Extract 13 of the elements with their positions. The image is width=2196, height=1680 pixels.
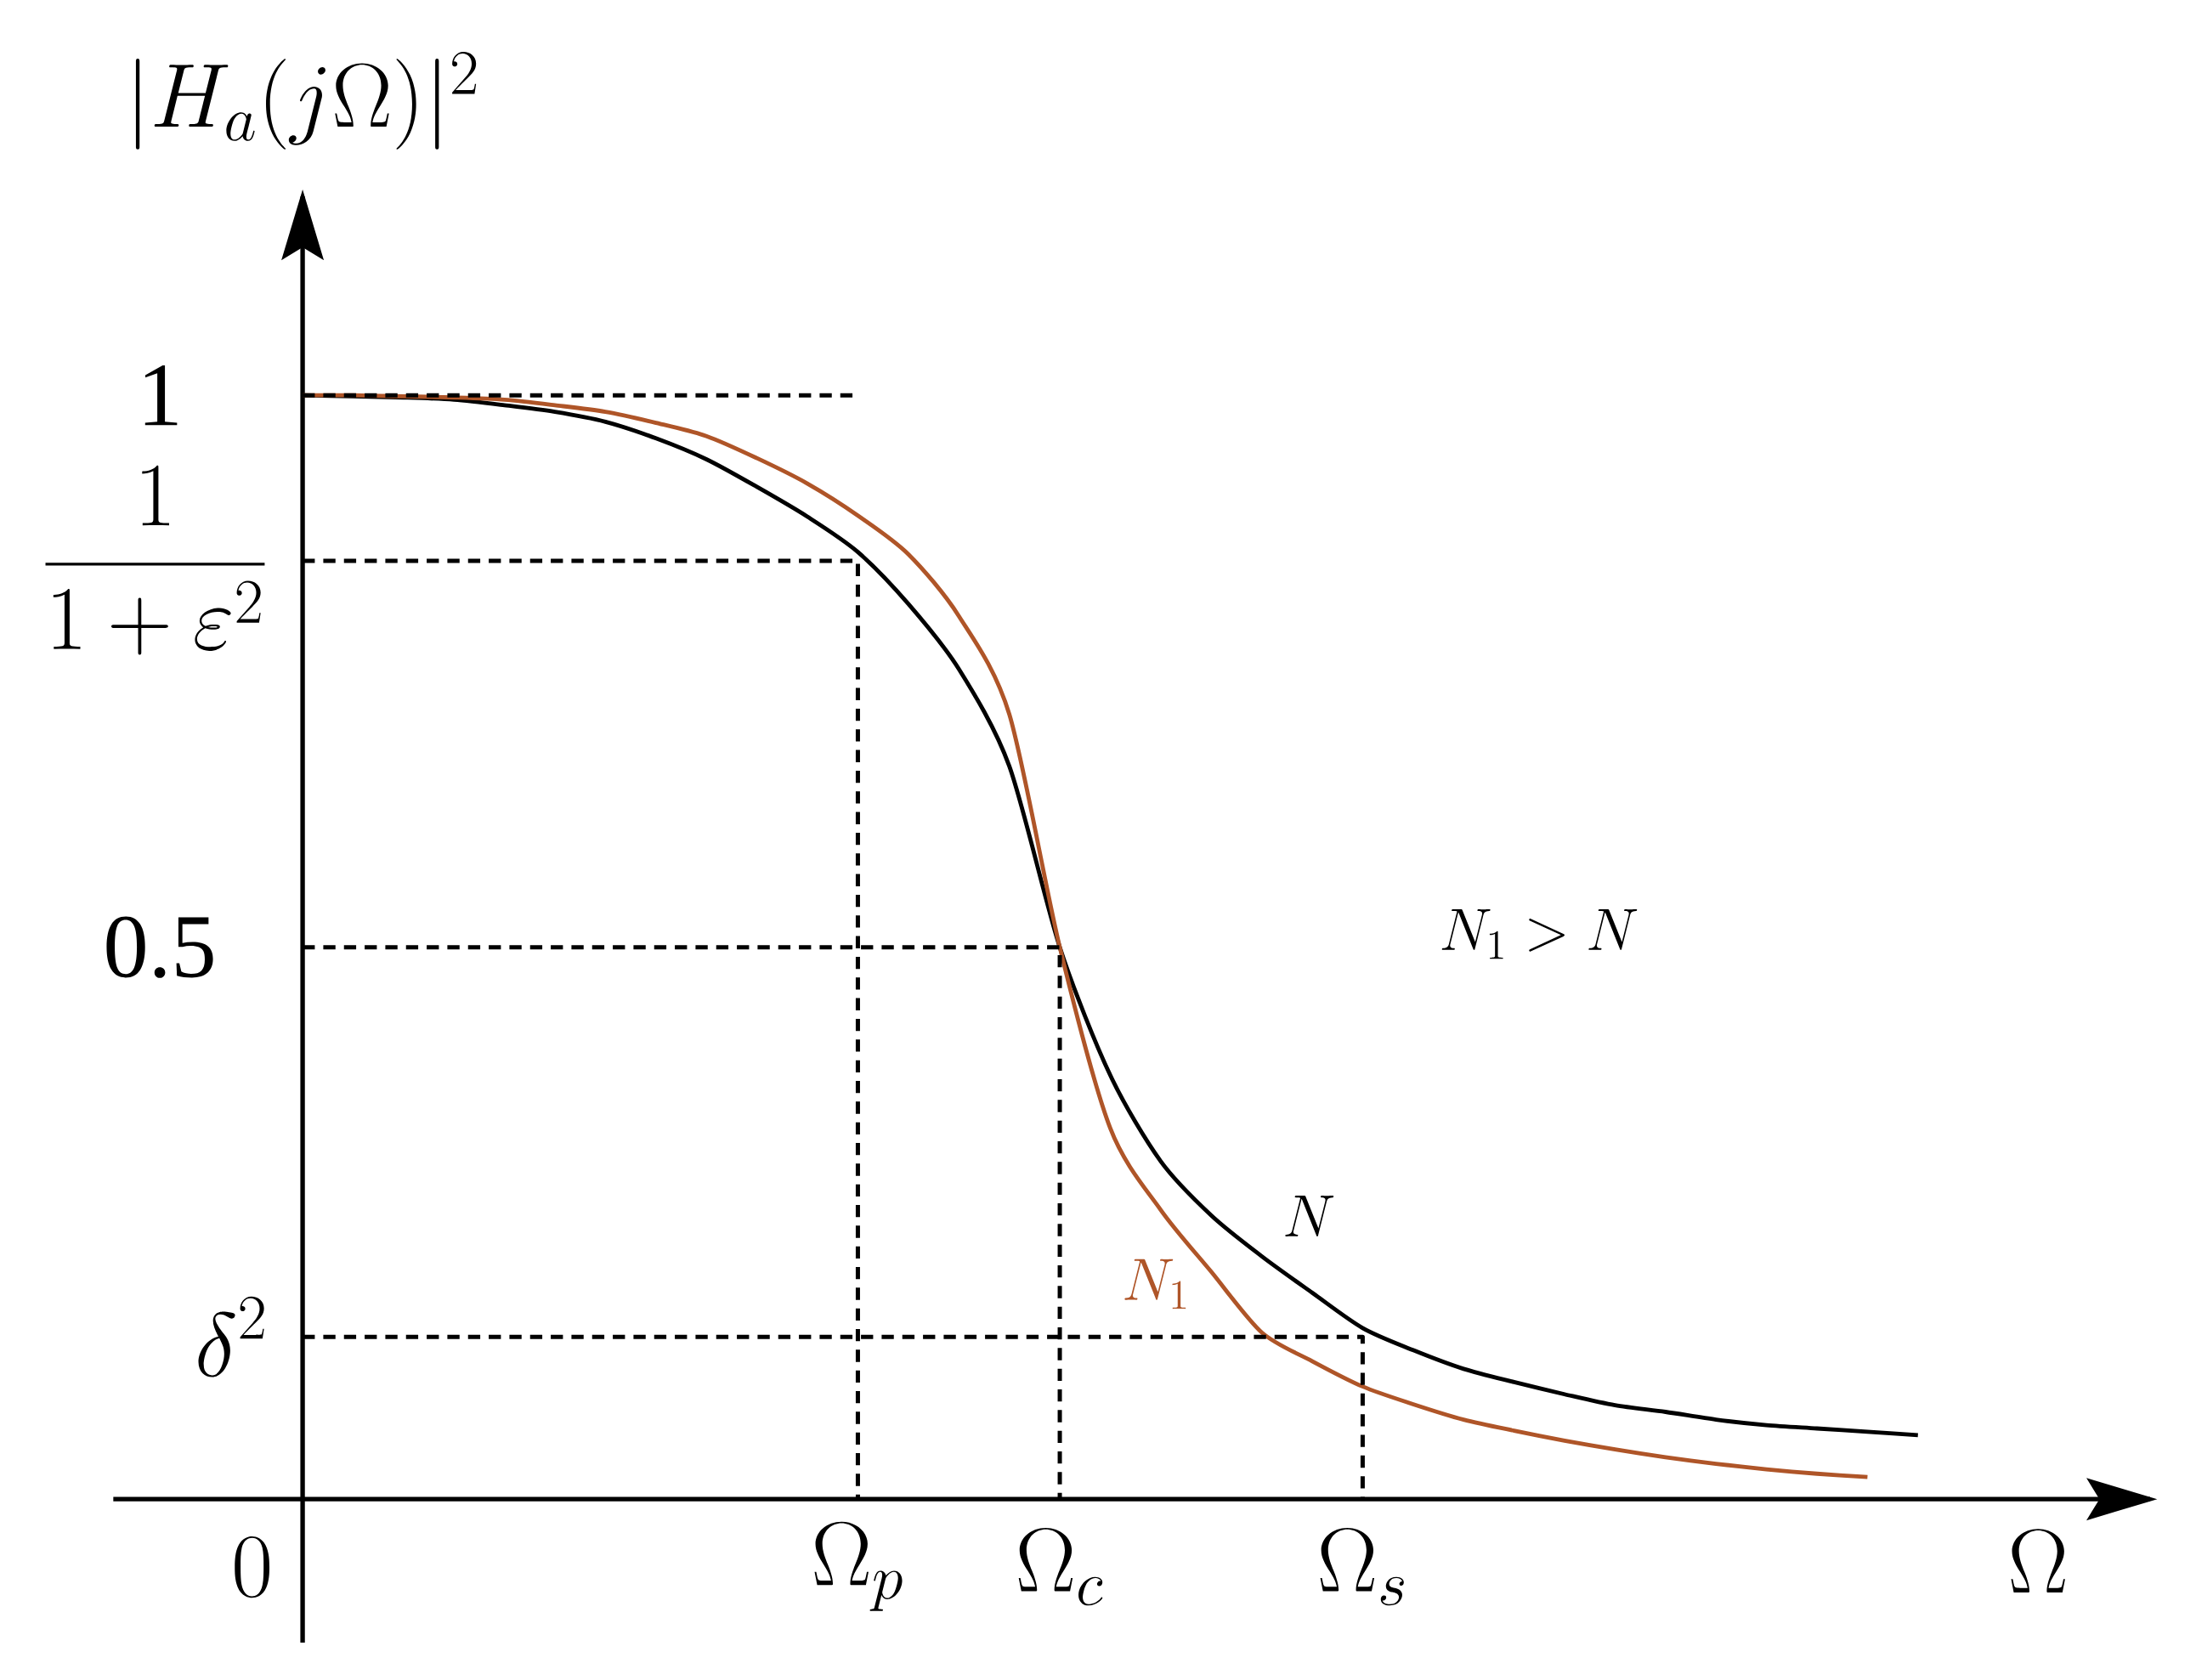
- series-label: $\frac{1}{1+\varepsilon^2}$: [45, 465, 265, 655]
- x-tick-label: $\Omega_s$: [1320, 1527, 1404, 1606]
- annotation: $N_1 > N$: [1441, 909, 1638, 959]
- x-tick-label: $\Omega_p$: [814, 1521, 903, 1611]
- y-tick-label: 1: [144, 365, 178, 426]
- x-axis-title: $\Omega$: [2011, 1529, 2065, 1592]
- x-tick-label: $0$: [235, 1536, 270, 1598]
- y-tick-label: 0.5: [106, 916, 213, 978]
- series-label: $N$: [1285, 1196, 1334, 1236]
- series-label: $N_1$: [1124, 1259, 1186, 1309]
- x-tick-label: $\Omega_c$: [1018, 1527, 1103, 1606]
- series-label: $\delta^2$: [198, 1296, 264, 1377]
- y-axis-title: $|H_a(j\Omega)|^2$: [135, 52, 477, 150]
